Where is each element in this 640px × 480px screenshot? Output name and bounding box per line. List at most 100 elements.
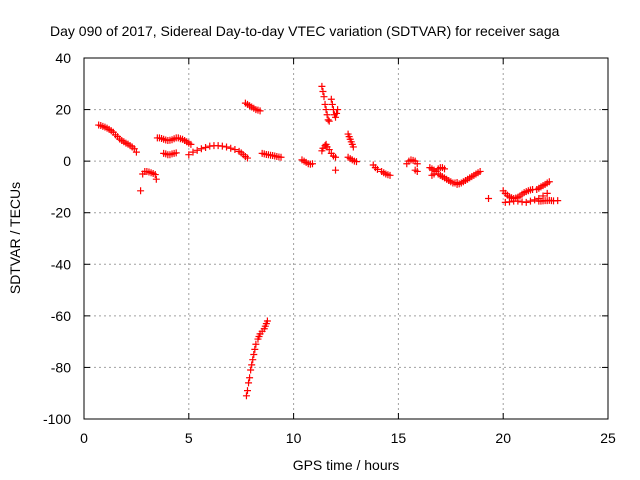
data-point: [242, 392, 250, 400]
data-point: [246, 374, 254, 382]
data-point: [522, 198, 530, 206]
series-segment-6: [241, 99, 264, 115]
series-segment-19: [485, 195, 493, 203]
data-point: [231, 146, 239, 154]
data-point: [243, 387, 251, 395]
x-tick-label: 10: [286, 430, 302, 446]
data-point: [251, 345, 259, 353]
data-point: [172, 149, 180, 157]
data-point: [328, 100, 336, 108]
series-segment-17: [428, 164, 449, 179]
data-point: [476, 167, 484, 175]
y-tick-label: 40: [55, 50, 71, 66]
series-segment-5: [185, 142, 251, 162]
data-point: [247, 366, 255, 374]
data-point: [320, 93, 328, 101]
data-point: [132, 148, 140, 156]
series-segment-12: [327, 95, 342, 174]
data-point: [543, 189, 551, 197]
grid: [84, 58, 608, 419]
series-segment-10: [318, 82, 333, 125]
x-tick-label: 20: [495, 430, 511, 446]
data-point: [325, 146, 333, 154]
data-points: [95, 82, 562, 400]
x-tick-label: 0: [80, 430, 88, 446]
series-segment-22: [533, 178, 553, 194]
data-point: [323, 111, 331, 119]
data-point: [554, 197, 562, 205]
y-tick-label: -20: [51, 205, 71, 221]
data-point: [319, 88, 327, 96]
data-point: [252, 340, 260, 348]
chart-title: Day 090 of 2017, Sidereal Day-to-day VTE…: [50, 23, 560, 39]
y-tick-label: -40: [51, 256, 71, 272]
y-axis-label: SDTVAR / TECUs: [7, 182, 23, 294]
series-segment-1: [95, 121, 140, 156]
series-segment-8: [258, 149, 285, 161]
series-segment-15: [403, 156, 421, 175]
data-point: [373, 165, 381, 173]
data-point: [218, 142, 226, 150]
data-point: [327, 95, 335, 103]
series-segment-23: [535, 196, 562, 205]
y-tick-label: 0: [63, 153, 71, 169]
data-point: [413, 160, 421, 168]
data-point: [185, 151, 193, 159]
data-point: [308, 160, 316, 168]
x-tick-label: 5: [185, 430, 193, 446]
y-tick-label: -80: [51, 359, 71, 375]
data-point: [334, 106, 342, 114]
x-tick-label: 25: [600, 430, 616, 446]
data-point: [137, 187, 145, 195]
data-point: [249, 356, 257, 364]
plot-frame: [83, 57, 609, 420]
data-point: [248, 361, 256, 369]
data-point: [151, 171, 159, 179]
data-point: [227, 144, 235, 152]
data-point: [349, 143, 357, 151]
data-point: [386, 171, 394, 179]
data-point: [545, 178, 553, 186]
data-point: [505, 198, 513, 206]
data-point: [197, 145, 205, 153]
x-axis-label: GPS time / hours: [293, 457, 400, 473]
data-point: [332, 113, 340, 121]
data-point: [223, 143, 231, 151]
axis-ticks: 0 5 10 15 20 25 -100 -80 -60 -40 -20 0 20 40: [43, 50, 616, 446]
x-tick-label: 15: [391, 430, 407, 446]
series-segment-9: [298, 156, 316, 168]
data-point: [322, 106, 330, 114]
data-point: [333, 109, 341, 117]
data-point: [256, 107, 264, 115]
data-point: [321, 100, 329, 108]
data-point: [187, 140, 195, 148]
series-segment-11: [318, 140, 340, 161]
series-segment-7: [242, 317, 271, 400]
data-point: [441, 165, 449, 173]
series-segment-14: [369, 161, 394, 179]
data-point: [193, 146, 201, 154]
data-point: [202, 143, 210, 151]
data-point: [263, 317, 271, 325]
data-point: [332, 153, 340, 161]
data-point: [318, 82, 326, 90]
data-point: [189, 148, 197, 156]
y-tick-label: -60: [51, 308, 71, 324]
data-point: [250, 351, 258, 359]
data-point: [352, 158, 360, 166]
y-tick-label: -100: [43, 411, 71, 427]
series-segment-21: [501, 189, 551, 206]
data-point: [277, 153, 285, 161]
series-segment-3: [153, 134, 195, 148]
data-point: [152, 175, 160, 183]
data-point: [485, 195, 493, 203]
series-segment-18: [453, 167, 484, 188]
data-point: [526, 197, 534, 205]
data-point: [332, 166, 340, 174]
series-segment-4: [160, 149, 180, 159]
data-point: [243, 154, 251, 162]
data-point: [325, 117, 333, 125]
series-segment-13: [344, 130, 360, 166]
